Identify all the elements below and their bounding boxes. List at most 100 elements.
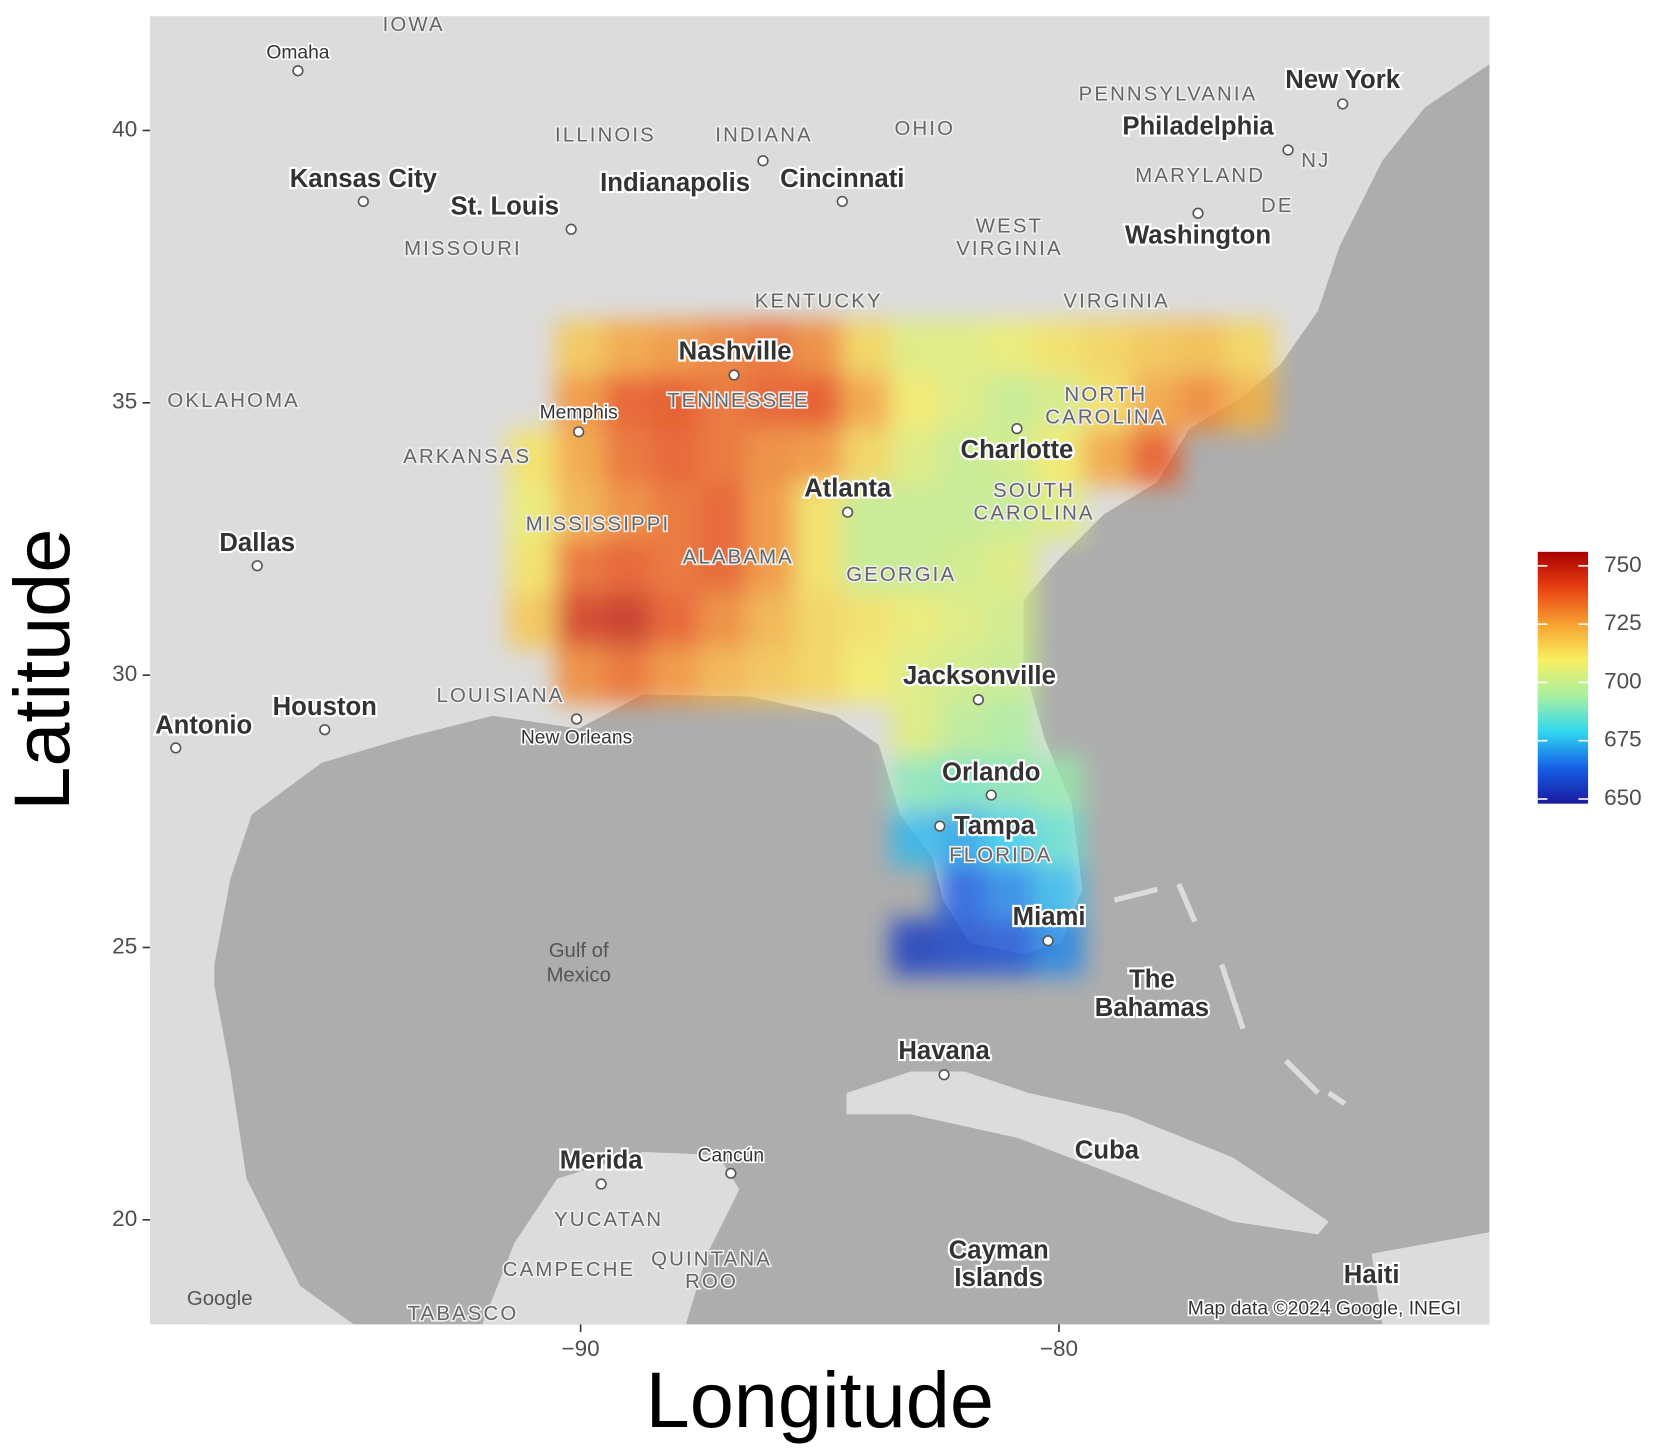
heat-cell	[699, 374, 750, 432]
heat-cell	[507, 428, 558, 486]
place-label: PENNSYLVANIA	[1079, 84, 1258, 106]
heat-cell	[1033, 919, 1084, 976]
city-dot	[934, 820, 946, 832]
heat-cell	[938, 537, 989, 595]
heat-cell	[1033, 320, 1084, 377]
heat-cell	[507, 537, 558, 595]
heat-cell	[603, 592, 654, 649]
heat-cell	[890, 810, 941, 867]
heat-cell	[842, 537, 893, 595]
city-dot	[1282, 144, 1294, 156]
heat-cell	[1033, 374, 1084, 432]
colorbar-label: 675	[1604, 727, 1642, 752]
y-tick-label: 30	[112, 661, 137, 686]
heat-cell	[1033, 483, 1084, 541]
place-label: SOUTH	[993, 480, 1075, 502]
heat-cell	[746, 320, 797, 377]
heat-cell	[842, 592, 893, 649]
city-dot	[251, 560, 263, 572]
water	[214, 64, 1490, 1325]
heat-cell	[938, 428, 989, 486]
heat-cell	[986, 810, 1037, 867]
city-dot	[170, 742, 182, 754]
city-dot	[725, 1167, 737, 1179]
place-label: Washington	[1125, 222, 1271, 250]
place-label: LOUISIANA	[437, 685, 565, 707]
city-dot	[972, 694, 984, 706]
heat-cell	[651, 374, 702, 432]
heat-cell	[890, 701, 941, 758]
city-dot	[292, 65, 304, 77]
place-label: NORTH	[1065, 384, 1148, 406]
place-label: Haiti	[1344, 1261, 1400, 1289]
place-labels: IOWA Omaha Kansas City St. Louis ILLINOIS IND…	[153, 16, 1463, 1324]
place-label: Tampa	[954, 812, 1036, 840]
place-label: ARKANSAS	[403, 446, 531, 468]
heat-cell	[699, 320, 750, 377]
heat-cell	[1129, 428, 1180, 486]
place-label: Houston	[273, 693, 377, 721]
place-label: Map data ©2024 Google, INEGI	[1188, 1299, 1461, 1320]
heat-cell	[651, 320, 702, 377]
heat-cell	[986, 483, 1037, 541]
heat-cell	[794, 483, 845, 541]
y-axis-title: Latitude	[0, 529, 86, 811]
heat-cell	[938, 864, 989, 922]
heat-cell	[699, 592, 750, 649]
heat-cell	[699, 537, 750, 595]
heat-cell	[746, 537, 797, 595]
heat-cell	[986, 701, 1037, 758]
place-label: Jacksonville	[903, 662, 1056, 690]
place-label: VIRGINIA	[956, 238, 1062, 260]
heat-cell	[1177, 320, 1228, 377]
heat-cell	[890, 537, 941, 595]
place-label: Charlotte	[961, 436, 1074, 464]
heat-cell	[1129, 374, 1180, 432]
heat-cell	[603, 320, 654, 377]
colorbar	[1537, 551, 1589, 804]
heat-cell	[986, 592, 1037, 649]
basemap: IOWA Omaha Kansas City St. Louis ILLINOIS IND…	[150, 16, 1490, 1325]
heat-cell	[842, 374, 893, 432]
place-label: ROO	[685, 1271, 738, 1293]
heat-cell	[1177, 374, 1228, 432]
place-label: Philadelphia	[1122, 112, 1274, 140]
place-label: INDIANA	[715, 124, 813, 146]
heat-cell	[986, 646, 1037, 704]
city-dot	[985, 789, 997, 801]
heat-cell	[1033, 864, 1084, 922]
colorbar-label: 700	[1604, 668, 1642, 693]
heat-cell	[938, 701, 989, 758]
place-label: Cuba	[1075, 1137, 1140, 1165]
heat-cell	[1081, 374, 1132, 432]
heat-cell	[603, 428, 654, 486]
heat-cell	[890, 483, 941, 541]
city-dot	[1011, 422, 1023, 435]
place-label: New York	[1285, 66, 1400, 94]
place-label: YUCATAN	[554, 1209, 663, 1231]
place-label: MARYLAND	[1135, 165, 1265, 187]
place-label: CAMPECHE	[503, 1259, 635, 1281]
city-dot	[836, 195, 848, 208]
heat-cell	[1129, 320, 1180, 377]
heat-cell	[938, 919, 989, 976]
heat-cell	[555, 537, 606, 595]
heat-cell	[986, 919, 1037, 976]
city-dot	[842, 506, 854, 518]
place-label: ILLINOIS	[555, 124, 656, 146]
place-label: The	[1129, 965, 1175, 993]
city-dot	[573, 426, 585, 438]
y-tick-label: 35	[112, 389, 137, 414]
heat-cell	[890, 646, 941, 704]
place-label: Gulf of	[549, 940, 609, 962]
y-tick-label: 25	[112, 933, 137, 958]
place-label: Antonio	[155, 711, 252, 739]
place-label: OHIO	[895, 118, 956, 140]
islands	[1113, 882, 1347, 1106]
heat-cell	[603, 483, 654, 541]
colorbar-label: 650	[1604, 785, 1642, 810]
heat-cell	[938, 810, 989, 867]
heat-cell	[746, 374, 797, 432]
heat-cell	[1033, 755, 1084, 813]
